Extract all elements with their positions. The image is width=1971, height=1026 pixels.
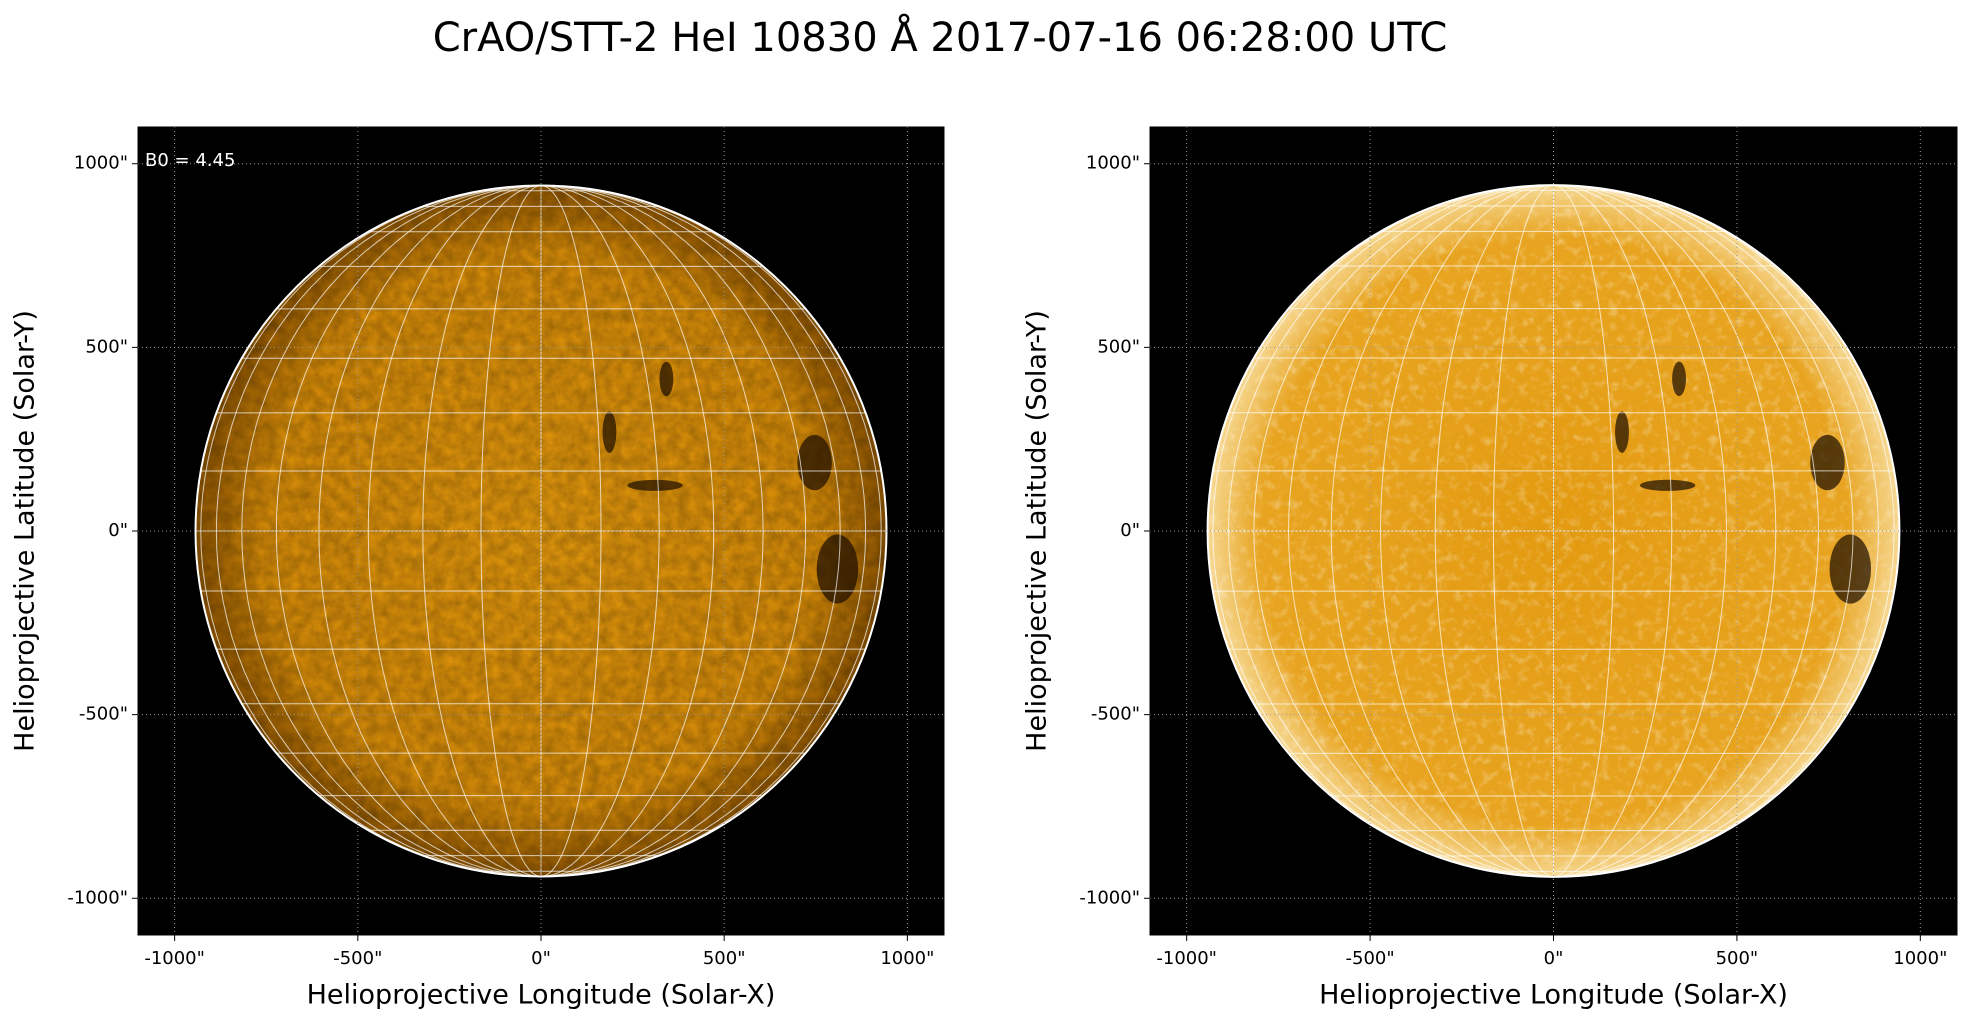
x-tick-label: 1000" (1893, 948, 1947, 969)
x-axis-label: Helioprojective Longitude (Solar-X) (1319, 980, 1788, 1011)
y-tick-label: -1000" (1079, 887, 1140, 908)
x-tick-label: 500" (1716, 948, 1759, 969)
x-tick-label: 0" (1544, 948, 1564, 969)
axes-frame (137, 126, 945, 936)
annotation: B0 = 4.45 (145, 150, 235, 171)
y-tick-label: 1000" (1086, 153, 1140, 174)
x-tick-label: -500" (1346, 948, 1395, 969)
limb (1206, 184, 1901, 878)
y-tick-label: 500" (85, 336, 128, 357)
y-axis-label: Helioprojective Latitude (Solar-Y) (10, 310, 41, 752)
x-tick-label: -1000" (1156, 948, 1217, 969)
y-tick-label: -500" (1091, 704, 1140, 725)
x-tick-label: -500" (333, 948, 382, 969)
dark-feature (627, 479, 683, 491)
dark-feature (1672, 361, 1686, 397)
y-tick-label: 0" (1120, 520, 1140, 541)
y-tick-label: -500" (79, 704, 128, 725)
figure-title: CrAO/STT-2 HeI 10830 Å 2017-07-16 06:28:… (433, 13, 1448, 61)
y-tick-label: 0" (108, 520, 128, 541)
y-tick-label: 500" (1097, 336, 1140, 357)
panel: -1000" -500" 0" 500" 1000" -1000" -500" 0" 500" 1… (1022, 126, 1958, 1011)
dark-feature (1810, 434, 1845, 491)
dark-feature (1829, 534, 1872, 604)
x-tick-label: 0" (531, 948, 551, 969)
x-tick-label: -1000" (144, 948, 205, 969)
y-axis-label: Helioprojective Latitude (Solar-Y) (1022, 310, 1053, 752)
x-tick-label: 500" (703, 948, 746, 969)
dark-feature (1615, 411, 1629, 453)
dark-feature (659, 361, 674, 397)
axes-frame (1149, 126, 1958, 936)
dark-feature (602, 411, 617, 453)
dark-feature (1639, 479, 1696, 491)
y-tick-label: -1000" (67, 887, 128, 908)
dark-feature (816, 534, 859, 604)
panel: -1000" -500" 0" 500" 1000" -1000" -500" 0" 500" 1… (10, 126, 945, 1011)
x-tick-label: 1000" (880, 948, 934, 969)
y-tick-label: 1000" (74, 153, 128, 174)
dark-feature (797, 434, 832, 491)
x-axis-label: Helioprojective Longitude (Solar-X) (307, 980, 776, 1011)
